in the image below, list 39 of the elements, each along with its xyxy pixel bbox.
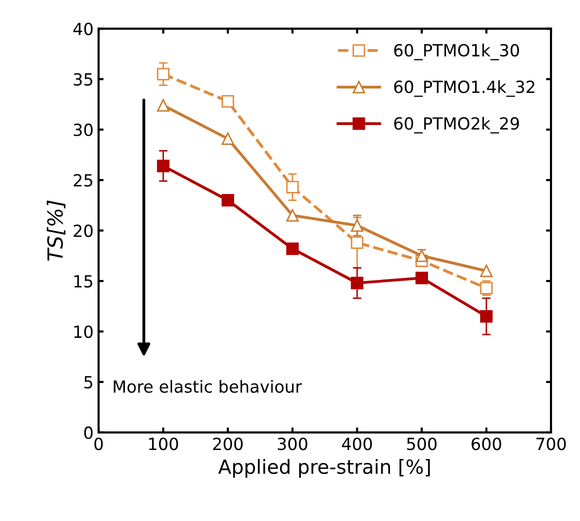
y-tick-label: 40 [73, 22, 93, 36]
x-tick-label: 500 [407, 438, 437, 450]
point [350, 236, 364, 249]
y-tick-label: 25 [74, 174, 92, 187]
point [286, 242, 299, 255]
x-tick-label: 200 [213, 438, 243, 450]
x-tick-label: 300 [278, 438, 308, 450]
point [480, 264, 493, 278]
x-tick-label: 700 [536, 438, 566, 450]
y-tick-label: 0 [84, 426, 93, 439]
point [222, 132, 234, 145]
x-axis-title: Applied pre-strain [%] [218, 458, 430, 478]
point [415, 250, 428, 262]
point [156, 68, 170, 80]
y-tick-label: 5 [84, 376, 92, 389]
point [286, 180, 299, 194]
y-tick-label: 20 [74, 224, 93, 238]
y-tick-label: 15 [74, 275, 92, 288]
annotation: More elastic behaviour [114, 380, 302, 393]
legend-label: 60_PTMO2k_29 [394, 116, 519, 134]
point [222, 95, 234, 108]
point [286, 209, 299, 222]
x-tick-label: 400 [342, 438, 372, 450]
legend-label: 60_PTMO1.4k_32 [394, 80, 534, 97]
y-tick-label: 30 [74, 124, 93, 136]
x-tick-label: 600 [472, 438, 502, 450]
point [156, 99, 170, 112]
point [350, 219, 364, 232]
x-tick-label: 0 [94, 438, 103, 450]
point [480, 310, 493, 323]
point [222, 194, 234, 207]
y-tick-label: 35 [74, 73, 92, 86]
y-tick-label: 10 [74, 325, 93, 338]
point [415, 272, 428, 284]
x-tick-label: 100 [149, 438, 178, 450]
y-axis-title: TS[%] [46, 200, 66, 261]
legend-label: 60_PTMO1k_30 [394, 44, 519, 60]
point [350, 276, 364, 290]
point [156, 160, 170, 172]
